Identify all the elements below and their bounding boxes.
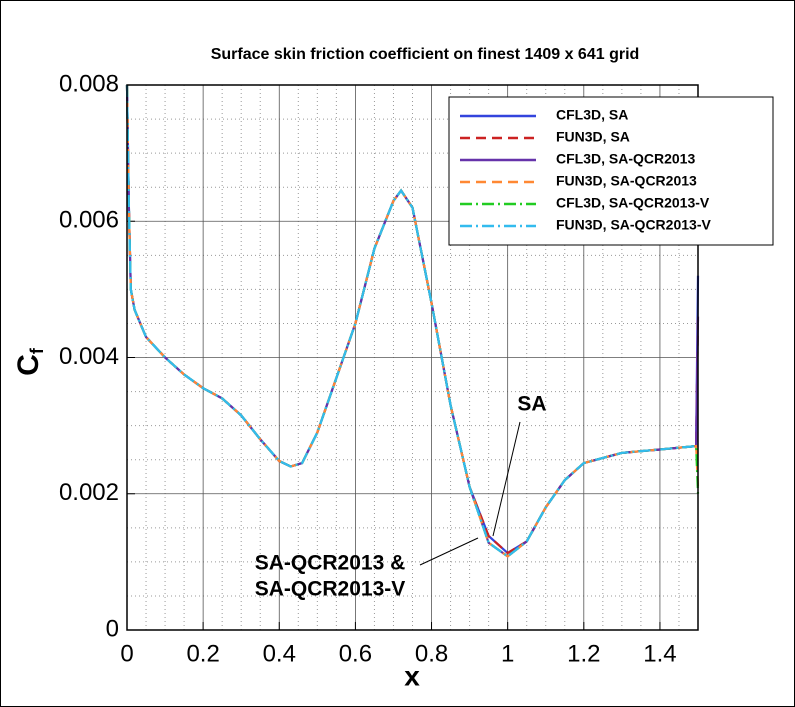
annotation: SA-QCR2013-V (255, 578, 406, 601)
y-axis-label: Cf (12, 347, 47, 376)
legend-label: FUN3D, SA-QCR2013 (556, 173, 697, 189)
annotation: SA-QCR2013 & (255, 552, 406, 575)
y-tick-label: 0.004 (59, 343, 119, 370)
legend-label: CFL3D, SA-QCR2013-V (556, 195, 710, 211)
x-tick-label: 0.2 (186, 640, 219, 667)
plot-lines (125, 84, 700, 558)
x-tick-label: 1 (501, 640, 514, 667)
grid: 0 0.2 0.4 0.6 0.8 1 1.2 1.4 0 0.002 0.004 0.006 0.00… (59, 70, 699, 667)
x-tick-label: 1.2 (567, 640, 600, 667)
chart-title: Surface skin friction coefficient on fin… (211, 46, 640, 63)
y-tick-label: 0 (106, 615, 119, 642)
plot-frame (126, 84, 699, 631)
y-tick-label: 0.008 (59, 70, 119, 97)
annotation-pointer (492, 421, 521, 537)
y-tick-label: 0.006 (59, 207, 119, 234)
x-tick-label: 0 (120, 640, 133, 667)
series-line (125, 84, 698, 558)
y-axis-label-base: C (12, 354, 45, 376)
legend-label: CFL3D, SA-QCR2013 (556, 151, 695, 167)
y-tick-label: 0.002 (59, 479, 119, 506)
legend-label: FUN3D, SA (556, 129, 630, 145)
x-tick-label: 0.4 (263, 640, 296, 667)
legend: CFL3D, SA FUN3D, SA CFL3D, SA-QCR2013 FUN3D… (448, 96, 774, 246)
annotation-pointer (419, 537, 479, 566)
x-tick-label: 0.6 (339, 640, 372, 667)
x-axis-label: x (404, 660, 420, 691)
x-tick-label: 1.4 (643, 640, 676, 667)
legend-label: FUN3D, SA-QCR2013-V (556, 217, 711, 233)
legend-label: CFL3D, SA (556, 107, 628, 123)
y-axis-label-subscript: f (27, 347, 47, 354)
annotation: SA (517, 393, 546, 416)
x-tick-label: 0.8 (415, 640, 448, 667)
legend-box (448, 96, 774, 246)
